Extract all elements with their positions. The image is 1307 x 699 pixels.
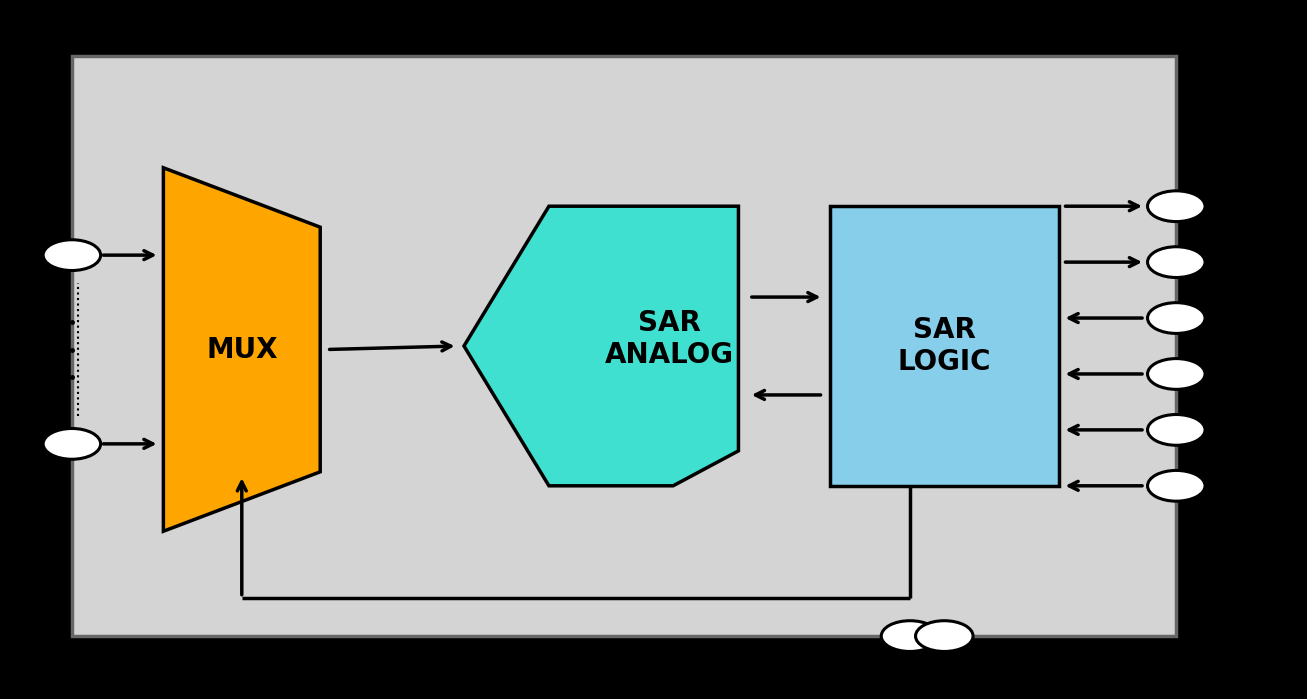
Text: SAR
ANALOG: SAR ANALOG: [605, 309, 735, 369]
Text: MUX: MUX: [207, 336, 277, 363]
Text: SAR
LOGIC: SAR LOGIC: [898, 316, 991, 376]
FancyBboxPatch shape: [830, 206, 1059, 486]
Circle shape: [1148, 359, 1205, 389]
FancyBboxPatch shape: [72, 56, 1176, 636]
Circle shape: [1148, 415, 1205, 445]
Circle shape: [1148, 191, 1205, 222]
Circle shape: [1148, 470, 1205, 501]
Circle shape: [43, 428, 101, 459]
Circle shape: [915, 621, 972, 651]
Circle shape: [1148, 247, 1205, 278]
Circle shape: [43, 240, 101, 271]
Polygon shape: [464, 206, 738, 486]
Polygon shape: [163, 168, 320, 531]
Circle shape: [881, 621, 938, 651]
Circle shape: [1148, 303, 1205, 333]
